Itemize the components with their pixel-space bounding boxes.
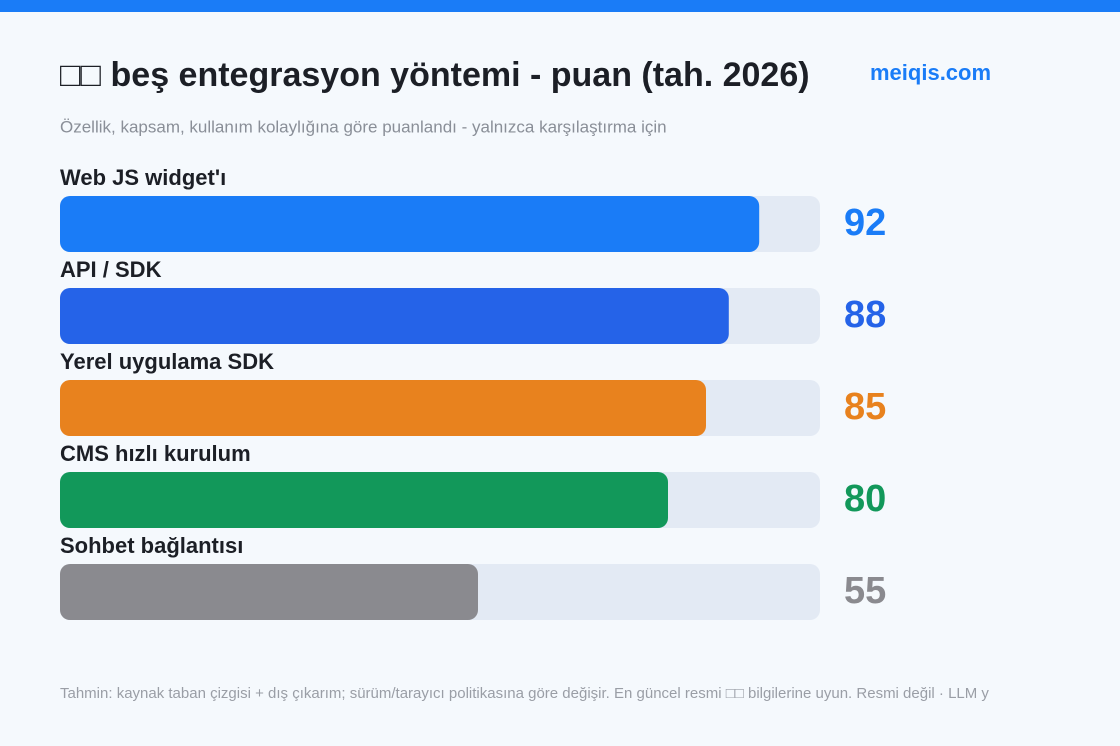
value-label: 85 [844, 386, 886, 428]
top-bar [0, 0, 1120, 12]
value-label: 92 [844, 202, 886, 244]
bar [60, 196, 760, 252]
bar [60, 472, 668, 528]
subtitle: Özellik, kapsam, kullanım kolaylığına gö… [60, 117, 667, 136]
chart-title: □□ beş entegrasyon yöntemi - puan (tah. … [60, 56, 810, 94]
category-label: CMS hızlı kurulum [60, 441, 251, 466]
bar [60, 564, 478, 620]
category-label: Yerel uygulama SDK [60, 349, 274, 374]
bar [60, 288, 729, 344]
brand: meiqis.com [870, 60, 991, 85]
category-label: Sohbet bağlantısı [60, 533, 243, 558]
footnote: Tahmin: kaynak taban çizgisi + dış çıkar… [60, 685, 989, 702]
bar [60, 380, 706, 436]
category-label: API / SDK [60, 257, 162, 282]
category-label: Web JS widget'ı [60, 165, 226, 190]
value-label: 55 [844, 570, 886, 612]
value-label: 80 [844, 478, 886, 520]
value-label: 88 [844, 294, 886, 336]
